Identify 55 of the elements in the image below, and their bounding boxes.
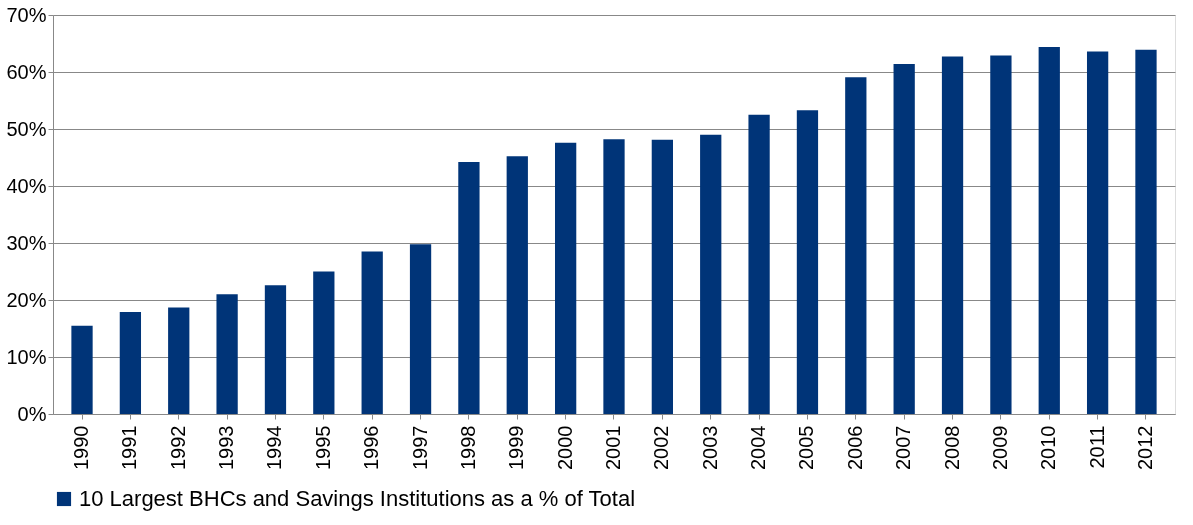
y-tick-label: 70% (6, 3, 47, 26)
x-tick-label: 1996 (360, 425, 383, 470)
bar (941, 56, 964, 414)
bar (651, 139, 673, 414)
x-tick-label: 1990 (70, 425, 93, 470)
bar (264, 285, 287, 414)
x-tick-label: 2002 (650, 425, 673, 470)
bar (700, 134, 722, 414)
bar (990, 55, 1012, 414)
legend-label: 10 Largest BHCs and Savings Institutions as a % of Total (79, 486, 636, 511)
x-tick-label: 1991 (118, 425, 141, 470)
bar (506, 156, 528, 414)
x-tick-label: 1995 (311, 425, 334, 470)
bar (216, 294, 238, 414)
x-tick-label: 2004 (747, 425, 770, 470)
bar (71, 325, 93, 414)
y-tick-label: 0% (17, 402, 47, 425)
y-tick-label: 50% (6, 117, 47, 140)
x-tick-label: 2008 (940, 425, 963, 470)
x-tick-label: 2011 (1085, 425, 1108, 469)
bar (1086, 51, 1109, 414)
x-tick-label: 2010 (1037, 425, 1060, 470)
bar (1038, 46, 1060, 414)
y-tick-label: 60% (6, 60, 47, 83)
bar (748, 114, 770, 414)
bar (361, 251, 383, 414)
x-tick-label: 2007 (892, 425, 915, 470)
bar (796, 110, 819, 414)
x-tick-label: 2005 (795, 425, 818, 470)
bar (845, 77, 867, 414)
bar (1135, 49, 1157, 414)
bar (603, 139, 625, 414)
x-tick-label: 1997 (408, 425, 431, 470)
y-tick-label: 30% (6, 231, 47, 254)
y-tick-label: 20% (6, 288, 47, 311)
y-tick-label: 40% (6, 174, 47, 197)
bar (409, 244, 432, 414)
bar (313, 271, 335, 414)
x-tick-label: 1992 (166, 425, 189, 470)
x-tick-label: 2009 (988, 425, 1011, 470)
y-tick-label: 10% (6, 345, 47, 368)
x-tick-label: 2001 (602, 425, 624, 470)
x-tick-label: 2012 (1133, 425, 1156, 470)
bar (119, 311, 142, 414)
bar (555, 142, 577, 414)
bar (168, 307, 190, 414)
x-tick-label: 2006 (843, 425, 866, 470)
bar (458, 162, 480, 414)
x-tick-label: 2000 (553, 425, 576, 470)
x-tick-label: 1999 (505, 425, 528, 470)
x-tick-label: 1994 (263, 425, 286, 470)
x-tick-label: 2003 (698, 425, 721, 470)
x-tick-label: 1998 (456, 425, 479, 470)
bar (893, 64, 915, 414)
x-tick-label: 1993 (215, 425, 238, 470)
